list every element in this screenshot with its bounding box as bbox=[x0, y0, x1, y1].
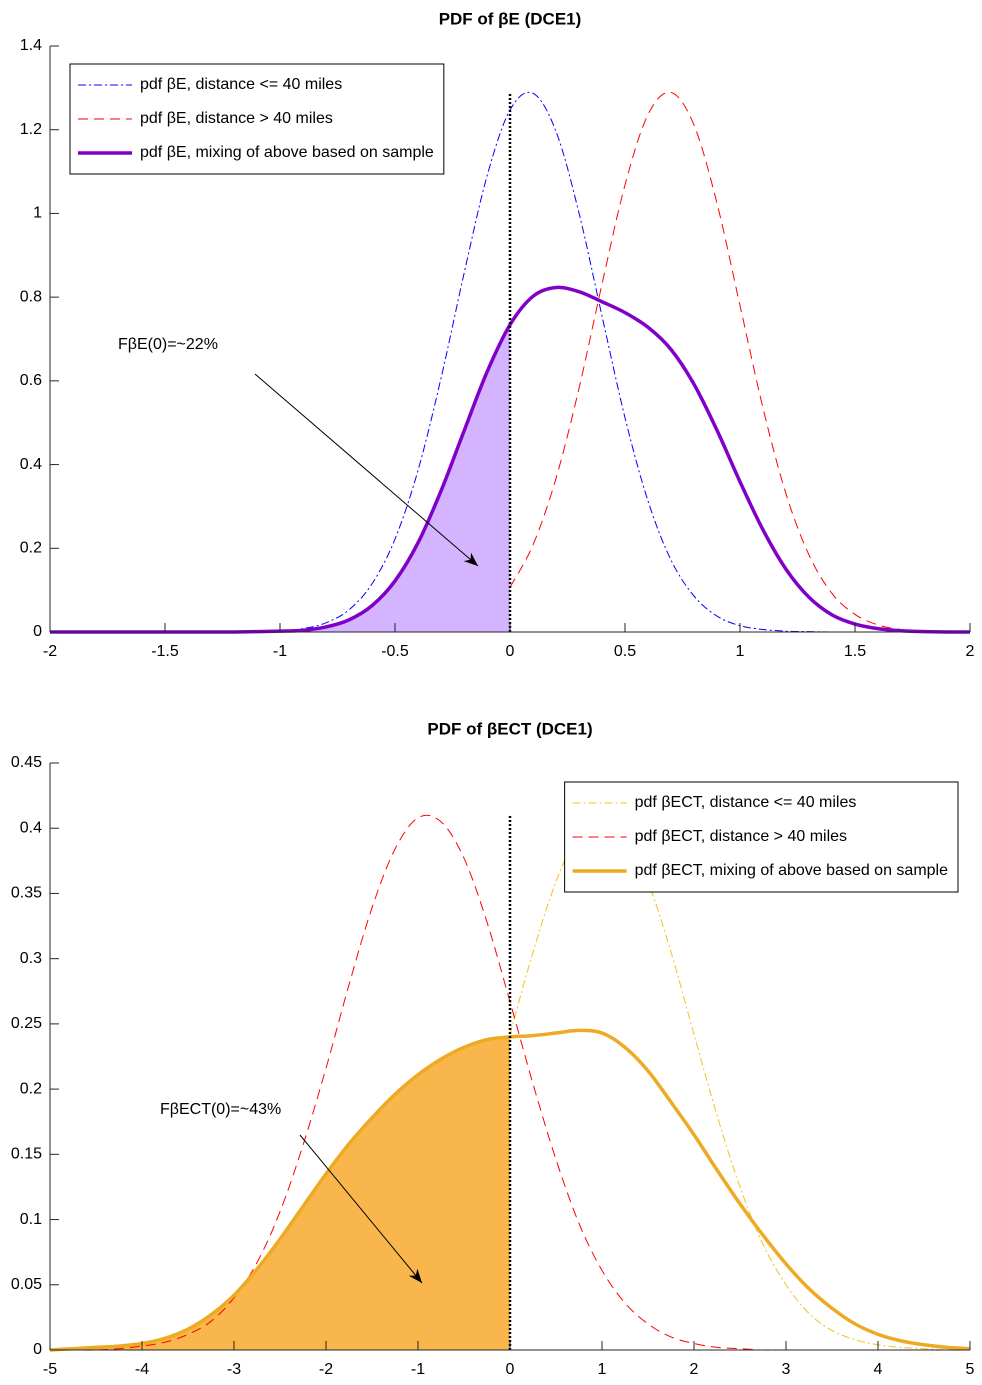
legend-label: pdf βE, distance > 40 miles bbox=[140, 110, 333, 127]
y-tick-label: 0.45 bbox=[11, 754, 42, 771]
y-tick-label: 0.15 bbox=[11, 1146, 42, 1163]
legend-label: pdf βECT, mixing of above based on sampl… bbox=[635, 862, 948, 879]
y-tick-label: 0.3 bbox=[20, 950, 42, 967]
x-tick-label: -1.5 bbox=[151, 643, 179, 660]
x-tick-label: 0 bbox=[506, 643, 515, 660]
annotation-arrow bbox=[254, 373, 479, 567]
x-tick-label: 5 bbox=[966, 1361, 975, 1378]
legend: pdf βECT, distance <= 40 miles pdf βECT, … bbox=[564, 781, 959, 893]
legend-label: pdf βECT, distance > 40 miles bbox=[635, 828, 847, 845]
x-tick-label: 3 bbox=[782, 1361, 791, 1378]
subplot: PDF of βECT (DCE1) 0 0.05 0.1 0.15 0.2 0.25 0.3… bbox=[11, 719, 975, 1378]
x-tick-label: -0.5 bbox=[381, 643, 409, 660]
y-tick-label: 0.4 bbox=[20, 456, 42, 473]
y-tick-label: 0 bbox=[33, 1341, 42, 1358]
x-tick-label: -3 bbox=[227, 1361, 241, 1378]
legend: pdf βE, distance <= 40 miles pdf βE, dist… bbox=[69, 63, 445, 175]
x-tick-label: 1 bbox=[736, 643, 745, 660]
legend-box bbox=[564, 781, 959, 893]
x-tick-label: -2 bbox=[43, 643, 57, 660]
subplot: PDF of βE (DCE1) 0 0.2 0.4 0.6 0.8 1 1.2 1.4 -2 -1… bbox=[20, 9, 975, 660]
y-tick-label: 0.1 bbox=[20, 1211, 42, 1228]
y-tick-label: 0.35 bbox=[11, 885, 42, 902]
x-tick-label: 2 bbox=[690, 1361, 699, 1378]
shaded-area bbox=[50, 324, 510, 633]
x-tick-label: -1 bbox=[411, 1361, 425, 1378]
x-tick-label: 4 bbox=[874, 1361, 883, 1378]
x-tick-label: -5 bbox=[43, 1361, 57, 1378]
x-tick-label: -2 bbox=[319, 1361, 333, 1378]
x-tick-label: -1 bbox=[273, 643, 287, 660]
y-tick-label: 1.4 bbox=[20, 37, 42, 54]
series-line bbox=[509, 814, 971, 1351]
chart-title: PDF of βE (DCE1) bbox=[439, 9, 582, 28]
legend-label: pdf βECT, distance <= 40 miles bbox=[635, 794, 857, 811]
x-tick-label: -4 bbox=[135, 1361, 149, 1378]
y-tick-label: 0.05 bbox=[11, 1276, 42, 1293]
y-tick-label: 0 bbox=[33, 623, 42, 640]
chart-title: PDF of βECT (DCE1) bbox=[427, 719, 592, 738]
x-tick-label: 1.5 bbox=[844, 643, 866, 660]
x-tick-label: 2 bbox=[966, 643, 975, 660]
legend-box bbox=[69, 63, 445, 175]
y-tick-label: 0.2 bbox=[20, 1080, 42, 1097]
y-tick-label: 1 bbox=[33, 205, 42, 222]
y-tick-label: 0.6 bbox=[20, 372, 42, 389]
y-tick-label: 0.4 bbox=[20, 819, 42, 836]
y-tick-label: 0.8 bbox=[20, 288, 42, 305]
series-line bbox=[509, 91, 971, 633]
y-tick-label: 0.25 bbox=[11, 1015, 42, 1032]
legend-label: pdf βE, distance <= 40 miles bbox=[140, 76, 342, 93]
shaded-area bbox=[50, 1036, 510, 1350]
annotation-arrow bbox=[299, 1134, 423, 1284]
y-tick-label: 0.2 bbox=[20, 540, 42, 557]
x-tick-label: 0 bbox=[506, 1361, 515, 1378]
y-tick-label: 1.2 bbox=[20, 121, 42, 138]
legend-label: pdf βE, mixing of above based on sample bbox=[140, 144, 434, 161]
x-tick-label: 0.5 bbox=[614, 643, 636, 660]
annotation: FβECT(0)=~43% bbox=[160, 1101, 281, 1118]
annotation: FβE(0)=~22% bbox=[118, 336, 218, 353]
x-tick-label: 1 bbox=[598, 1361, 607, 1378]
